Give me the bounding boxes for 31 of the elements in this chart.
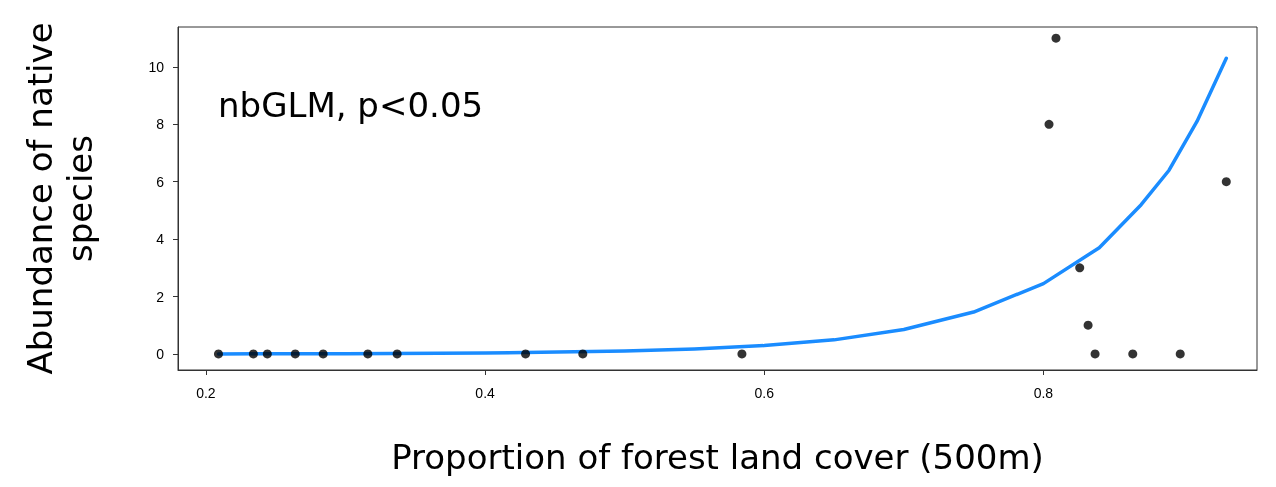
point xyxy=(737,349,747,359)
y-axis-title: Abundance of native species xyxy=(20,22,100,375)
y-tick-label: 8 xyxy=(156,116,165,133)
y-tick-label: 4 xyxy=(156,231,165,248)
annotation: nbGLM, p<0.05 xyxy=(218,85,484,125)
point xyxy=(1175,349,1185,359)
point xyxy=(1044,119,1054,129)
x-tick-label: 0.6 xyxy=(754,385,775,401)
y-tick-label: 6 xyxy=(156,173,165,190)
point xyxy=(1051,33,1061,43)
point xyxy=(1083,320,1093,330)
y-tick-label: 10 xyxy=(148,58,165,75)
point xyxy=(213,349,223,359)
point xyxy=(262,349,272,359)
x-axis-title: Proportion of forest land cover (500m) xyxy=(391,437,1044,477)
point xyxy=(392,349,402,359)
point xyxy=(318,349,328,359)
point xyxy=(1128,349,1138,359)
x-tick-label: 0.8 xyxy=(1033,385,1054,401)
point xyxy=(290,349,300,359)
x-tick-label: 0.2 xyxy=(196,385,216,401)
point xyxy=(1090,349,1100,359)
y-tick-label: 2 xyxy=(156,288,165,305)
point xyxy=(521,349,531,359)
point xyxy=(363,349,373,359)
point xyxy=(1221,177,1231,187)
x-tick-label: 0.4 xyxy=(475,385,496,401)
y-tick-label: 0 xyxy=(156,345,165,362)
point xyxy=(578,349,588,359)
point xyxy=(1075,263,1085,273)
point xyxy=(248,349,258,359)
